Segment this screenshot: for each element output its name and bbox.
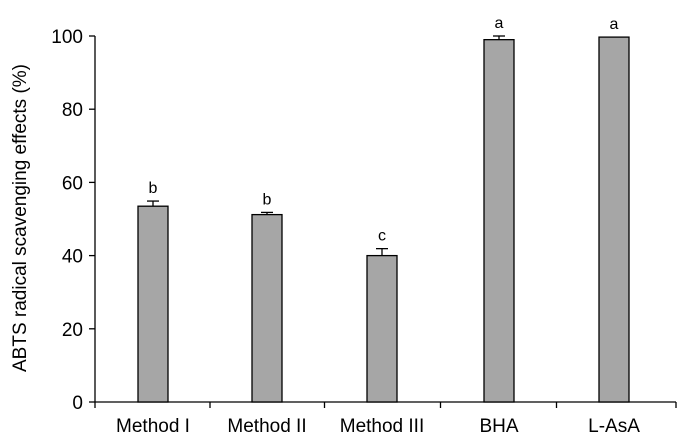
y-axis-title: ABTS radical scavenging effects (%) [10, 64, 31, 372]
y-tick-label: 20 [62, 320, 83, 341]
x-tick-label: BHA [479, 416, 518, 437]
x-tick-label: Method II [227, 416, 306, 437]
axes: 0 20 40 60 80 100 [51, 27, 677, 414]
labels: b Method I b Method II c Method III a BHA a L-AsA [116, 15, 640, 437]
y-tick-label: 100 [51, 27, 83, 48]
significance-label: b [149, 180, 158, 197]
bar [598, 36, 630, 403]
significance-label: a [610, 16, 619, 33]
bar [251, 213, 283, 403]
significance-label: c [378, 228, 386, 245]
bar [366, 254, 398, 403]
y-tick-label: 40 [62, 247, 83, 268]
bar [483, 39, 515, 403]
significance-label: a [495, 15, 504, 32]
x-tick-label: Method I [116, 416, 190, 437]
y-tick-label: 0 [72, 393, 83, 414]
x-tick-label: L-AsA [588, 416, 640, 437]
bars [137, 35, 630, 403]
y-tick-label: 60 [62, 173, 83, 194]
y-tick-label: 80 [62, 100, 83, 121]
x-tick-label: Method III [340, 416, 425, 437]
bar [137, 205, 169, 403]
significance-label: b [263, 191, 272, 208]
